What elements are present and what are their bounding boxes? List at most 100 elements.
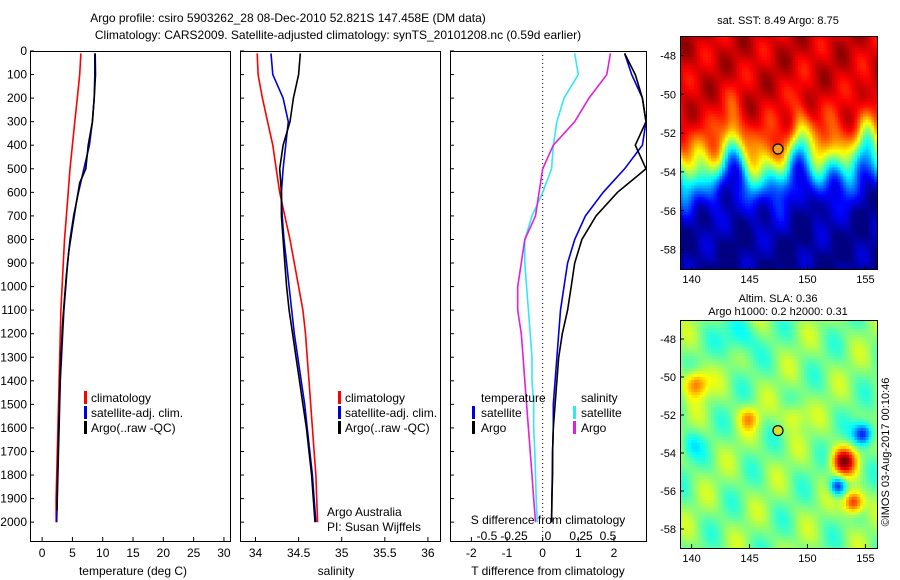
s-difference-tick-labels: -0.5 -0.25 0 0.25 0.5 bbox=[477, 529, 617, 543]
s-tick-label: 0.5 bbox=[600, 529, 617, 543]
map-x-tick-label: 145 bbox=[740, 553, 758, 565]
temperature-profile-lines bbox=[55, 53, 97, 523]
figure-title-line2: Climatology: CARS2009. Satellite-adjuste… bbox=[95, 28, 581, 42]
figure-title-line1: Argo profile: csiro 5903262_28 08-Dec-20… bbox=[90, 11, 486, 25]
y-tick-label: 1700 bbox=[0, 444, 27, 458]
y-tick-label: 1600 bbox=[0, 421, 27, 435]
sla-map-ticks: 140 145 150 155 -48 -50 -52 -54 -56 -58 bbox=[660, 334, 874, 565]
legend-header-salinity: salinity bbox=[581, 391, 618, 405]
legend-label-temp-satellite: satellite bbox=[481, 406, 522, 420]
legend-label-satellite: satellite-adj. clim. bbox=[91, 406, 183, 420]
temperature-panel-frame bbox=[30, 51, 231, 542]
sla-map-title: Altim. SLA: 0.36 bbox=[739, 293, 818, 305]
s-tick-label: 0 bbox=[545, 529, 552, 543]
legend-swatch-climatology bbox=[338, 391, 341, 404]
legend-label-climatology: climatology bbox=[91, 391, 151, 405]
map-y-tick-label: -48 bbox=[660, 50, 676, 62]
y-tick-label: 1200 bbox=[0, 327, 27, 341]
map-y-tick-label: -50 bbox=[660, 372, 676, 384]
x-tick-label: 36 bbox=[421, 546, 435, 560]
series-line-argo bbox=[516, 53, 612, 523]
map-x-tick-label: 145 bbox=[740, 274, 758, 286]
map-y-tick-label: -50 bbox=[660, 89, 676, 101]
temperature-x-ticks: 0 5 10 15 20 25 30 bbox=[39, 537, 231, 560]
salinity-legend: climatology satellite-adj. clim. Argo(..… bbox=[338, 391, 437, 435]
series-line-argo-raw-qc- bbox=[278, 53, 316, 523]
y-tick-label: 1000 bbox=[0, 280, 27, 294]
y-tick-label: 500 bbox=[7, 162, 27, 176]
map-y-tick-label: -58 bbox=[660, 524, 676, 536]
legend-swatch-argo bbox=[84, 421, 87, 434]
map-y-tick-label: -52 bbox=[660, 410, 676, 422]
map-x-tick-label: 155 bbox=[856, 553, 874, 565]
series-line-argo bbox=[550, 53, 646, 523]
salinity-x-label: salinity bbox=[318, 564, 355, 578]
x-tick-label: -2 bbox=[466, 546, 477, 560]
difference-legend: temperature salinity satellite Argo sate… bbox=[472, 391, 622, 435]
sla-field bbox=[680, 320, 877, 548]
y-tick-label: 800 bbox=[7, 232, 27, 246]
x-tick-label: 15 bbox=[126, 546, 140, 560]
y-tick-label: 1400 bbox=[0, 374, 27, 388]
y-tick-label: 1500 bbox=[0, 397, 27, 411]
legend-swatch-satellite bbox=[338, 406, 341, 419]
salinity-profile-lines bbox=[256, 53, 319, 523]
series-line-climatology bbox=[256, 53, 319, 523]
sst-field bbox=[680, 36, 877, 269]
legend-swatch-argo bbox=[338, 421, 341, 434]
x-tick-label: 0 bbox=[39, 546, 46, 560]
map-y-tick-label: -56 bbox=[660, 206, 676, 218]
t-difference-label: T difference from climatology bbox=[471, 564, 625, 578]
credit-institution: Argo Australia bbox=[327, 505, 402, 519]
legend-swatch-temp-argo bbox=[472, 421, 475, 434]
y-tick-label: 1800 bbox=[0, 468, 27, 482]
argo-location-marker bbox=[772, 425, 784, 437]
x-tick-label: -1 bbox=[502, 546, 513, 560]
credit-pi: PI: Susan Wijffels bbox=[327, 520, 421, 534]
s-tick-label: -0.25 bbox=[500, 529, 528, 543]
x-tick-label: 0 bbox=[539, 546, 546, 560]
map-y-tick-label: -54 bbox=[660, 167, 676, 179]
salinity-panel-frame bbox=[240, 51, 441, 542]
map-x-tick-label: 150 bbox=[798, 274, 816, 286]
legend-label-climatology: climatology bbox=[345, 391, 405, 405]
x-tick-label: 34 bbox=[249, 546, 263, 560]
x-tick-label: 34.5 bbox=[287, 546, 311, 560]
imos-timestamp: ©IMOS 03-Aug-2017 00:10:46 bbox=[880, 378, 892, 527]
x-tick-label: 35.5 bbox=[373, 546, 397, 560]
y-tick-label: 0 bbox=[20, 44, 27, 58]
y-tick-label: 2000 bbox=[0, 515, 27, 529]
legend-swatch-satellite bbox=[84, 406, 87, 419]
map-x-tick-label: 140 bbox=[682, 274, 700, 286]
s-tick-label: -0.5 bbox=[477, 529, 498, 543]
map-x-tick-label: 155 bbox=[856, 274, 874, 286]
y-tick-label: 100 bbox=[7, 68, 27, 82]
temperature-legend: climatology satellite-adj. clim. Argo(..… bbox=[84, 391, 183, 435]
x-tick-label: 35 bbox=[335, 546, 349, 560]
sst-map-title: sat. SST: 8.49 Argo: 8.75 bbox=[717, 15, 839, 27]
y-tick-label: 400 bbox=[7, 138, 27, 152]
sla-map-frame bbox=[680, 320, 878, 549]
series-line-satellite bbox=[550, 53, 646, 523]
legend-swatch-sal-argo bbox=[573, 421, 576, 434]
temperature-x-label: temperature (deg C) bbox=[79, 564, 187, 578]
legend-header-temperature: temperature bbox=[481, 391, 546, 405]
x-tick-label: 1 bbox=[575, 546, 582, 560]
legend-label-temp-argo: Argo bbox=[481, 421, 507, 435]
map-y-tick-label: -56 bbox=[660, 486, 676, 498]
map-x-tick-label: 150 bbox=[798, 553, 816, 565]
legend-label-sal-argo: Argo bbox=[581, 421, 607, 435]
x-tick-label: 25 bbox=[187, 546, 201, 560]
y-tick-label: 1900 bbox=[0, 492, 27, 506]
y-tick-label: 600 bbox=[7, 185, 27, 199]
y-tick-label: 700 bbox=[7, 209, 27, 223]
legend-label-satellite: satellite-adj. clim. bbox=[345, 406, 437, 420]
s-difference-label: S difference from climatology bbox=[471, 513, 626, 527]
difference-panel-frame bbox=[450, 51, 647, 542]
x-tick-label: 5 bbox=[69, 546, 76, 560]
map-x-tick-label: 140 bbox=[682, 553, 700, 565]
legend-swatch-sal-satellite bbox=[573, 406, 576, 419]
map-y-tick-label: -54 bbox=[660, 448, 676, 460]
map-y-tick-label: -48 bbox=[660, 334, 676, 346]
sst-map-frame bbox=[680, 36, 878, 270]
